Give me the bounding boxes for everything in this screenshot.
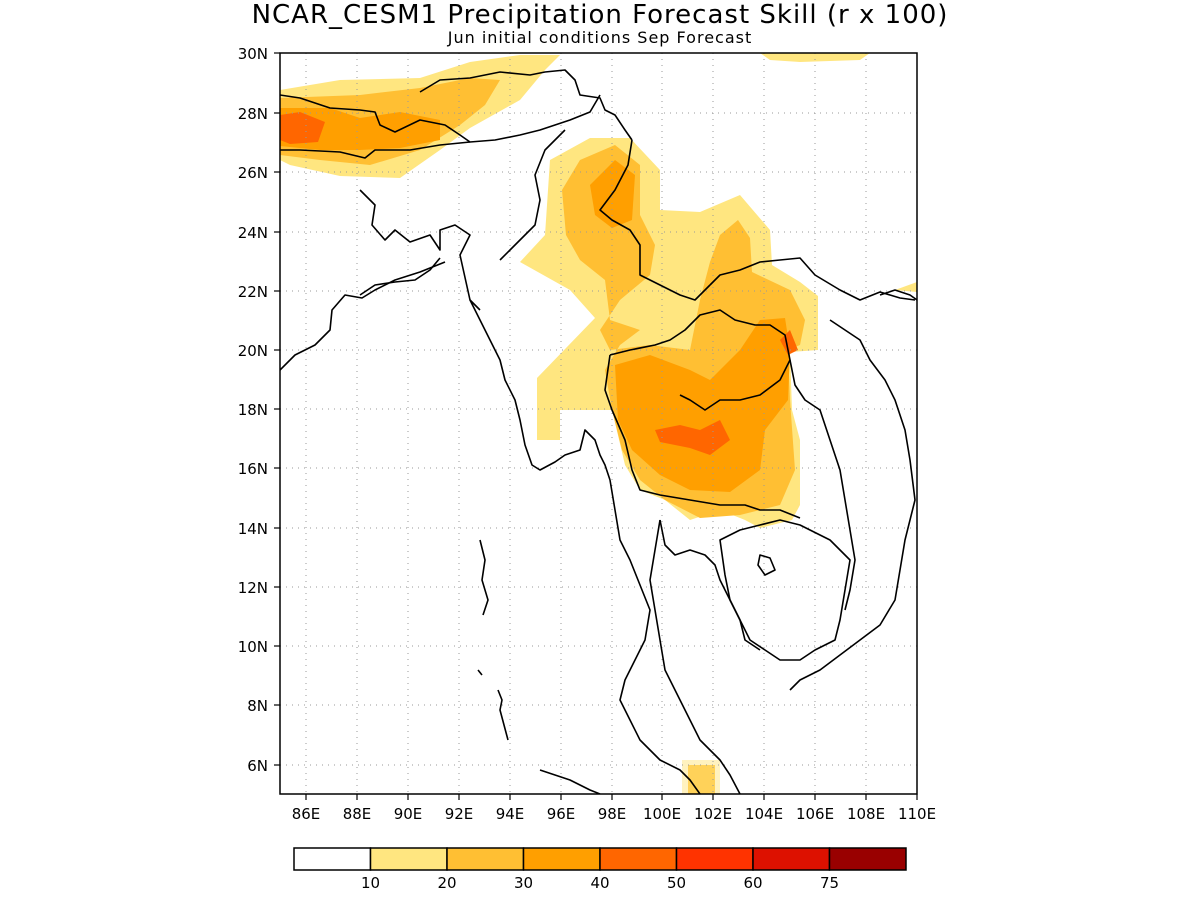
lon-label: 104E	[745, 805, 783, 823]
colorbar-label: 10	[361, 874, 380, 892]
lon-label: 94E	[496, 805, 525, 823]
lat-label: 6N	[247, 757, 268, 775]
colorbar-swatch	[752, 847, 831, 871]
lat-label: 24N	[238, 224, 268, 242]
lon-label: 100E	[643, 805, 681, 823]
lon-label: 106E	[796, 805, 834, 823]
lon-label: 86E	[292, 805, 321, 823]
plot-frame	[279, 52, 918, 795]
lon-label: 90E	[394, 805, 423, 823]
lat-labels: 30N 28N 26N 24N 22N 20N 18N 16N 14N 12N …	[238, 45, 268, 775]
lon-label: 92E	[445, 805, 474, 823]
shade-level-3	[615, 318, 790, 492]
colorbar-label: 60	[743, 874, 762, 892]
lon-label: 88E	[343, 805, 372, 823]
lat-label: 30N	[238, 45, 268, 63]
colorbar: 10 20 30 40 50 60 75	[293, 847, 907, 892]
lat-label: 8N	[247, 697, 268, 715]
lon-label: 110E	[898, 805, 936, 823]
lat-label: 28N	[238, 105, 268, 123]
colorbar-swatch	[675, 847, 754, 871]
lon-label: 96E	[547, 805, 576, 823]
skill-shading	[280, 53, 917, 794]
lat-label: 20N	[238, 342, 268, 360]
shade-level-1	[760, 53, 870, 62]
lon-label: 108E	[847, 805, 885, 823]
shade-level-1	[682, 760, 720, 794]
shade-level-4	[280, 112, 325, 144]
lon-label: 98E	[598, 805, 627, 823]
colorbar-label: 30	[514, 874, 533, 892]
lat-label: 18N	[238, 401, 268, 419]
shade-level-1	[895, 282, 917, 292]
colorbar-swatch	[446, 847, 525, 871]
shade-level-3	[280, 108, 440, 150]
lat-label: 12N	[238, 579, 268, 597]
colorbar-swatch	[599, 847, 678, 871]
lon-label: 102E	[694, 805, 732, 823]
map-title: NCAR_CESM1 Precipitation Forecast Skill …	[251, 0, 949, 30]
colorbar-label: 75	[820, 874, 839, 892]
colorbar-label: 50	[667, 874, 686, 892]
shade-level-4	[655, 420, 730, 455]
coastlines-borders	[280, 69, 917, 794]
lon-labels: 86E 88E 90E 92E 94E 96E 98E 100E 102E 10…	[292, 805, 936, 823]
colorbar-swatch	[369, 847, 448, 871]
colorbar-label: 40	[590, 874, 609, 892]
lat-lon-grid	[280, 53, 917, 794]
colorbar-swatch	[828, 847, 907, 871]
lat-axis	[274, 52, 280, 766]
lon-axis	[305, 794, 918, 800]
colorbar-label: 20	[437, 874, 456, 892]
lat-label: 16N	[238, 460, 268, 478]
colorbar-swatch	[522, 847, 601, 871]
map-subtitle: Jun initial conditions Sep Forecast	[447, 28, 753, 47]
map-plot	[280, 53, 917, 794]
lat-label: 14N	[238, 520, 268, 538]
lat-label: 26N	[238, 164, 268, 182]
lat-label: 22N	[238, 283, 268, 301]
lat-label: 10N	[238, 638, 268, 656]
colorbar-swatch	[293, 847, 372, 871]
